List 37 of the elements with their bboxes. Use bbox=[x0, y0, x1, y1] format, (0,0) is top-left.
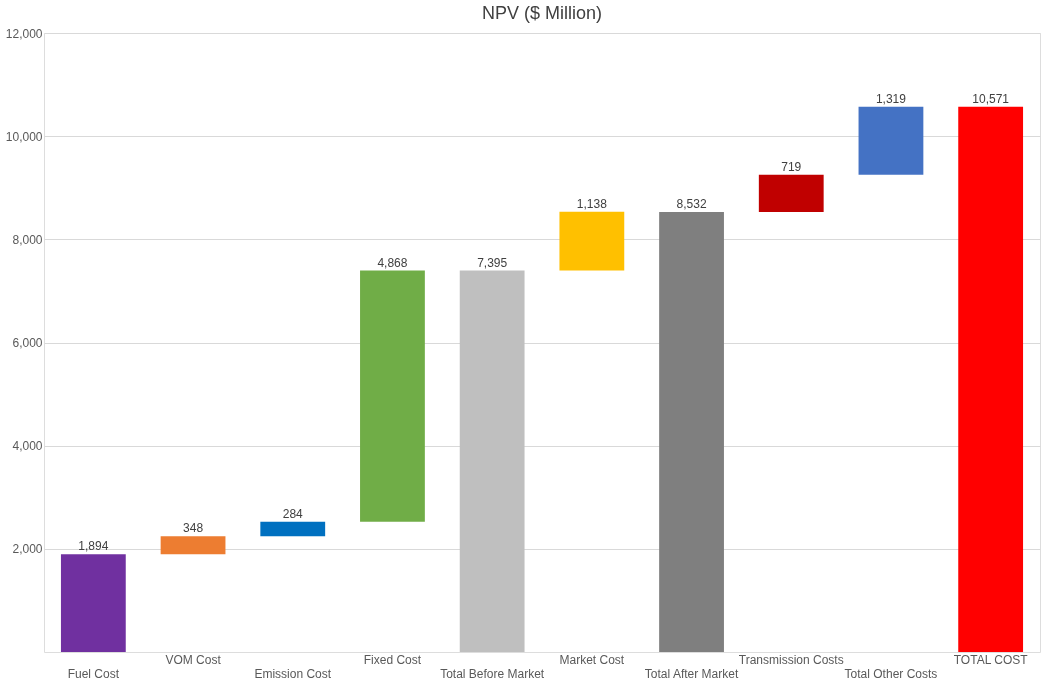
y-tick-label: 6,000 bbox=[12, 336, 43, 350]
x-tick-label: Fixed Cost bbox=[363, 652, 422, 667]
data-label: 1,319 bbox=[875, 91, 907, 106]
bar bbox=[360, 270, 425, 522]
y-tick-label: 4,000 bbox=[12, 439, 43, 454]
y-tick-label: 8,000 bbox=[12, 232, 43, 247]
data-label: 8,532 bbox=[676, 196, 707, 211]
x-tick-label: Fuel Cost bbox=[67, 666, 120, 681]
bar bbox=[160, 536, 226, 555]
bar bbox=[459, 270, 525, 652]
data-label: 284 bbox=[282, 506, 304, 521]
bar bbox=[559, 211, 625, 271]
data-label: 4,868 bbox=[377, 255, 408, 270]
x-tick-label: Total Before Market bbox=[440, 666, 545, 681]
bar bbox=[858, 106, 924, 175]
bar bbox=[958, 106, 1024, 652]
data-label: 1,894 bbox=[78, 539, 109, 554]
data-label: 348 bbox=[183, 521, 204, 536]
data-label: 719 bbox=[781, 159, 802, 174]
x-tick-label: Market Cost bbox=[559, 652, 625, 667]
bar bbox=[260, 521, 326, 537]
chart-title: NPV ($ Million) bbox=[481, 3, 603, 23]
x-tick-label: TOTAL COST bbox=[953, 652, 1029, 667]
y-tick-label: 2,000 bbox=[12, 542, 43, 557]
bar bbox=[60, 554, 126, 652]
x-tick-label: Total After Market bbox=[644, 666, 739, 681]
data-label: 1,138 bbox=[576, 196, 608, 211]
y-tick-label: 10,000 bbox=[5, 129, 43, 144]
data-label: 7,395 bbox=[477, 255, 508, 270]
data-label: 10,571 bbox=[972, 91, 1010, 106]
y-tick-label: 12,000 bbox=[5, 26, 43, 41]
x-tick-label: Emission Cost bbox=[254, 666, 332, 681]
bar bbox=[758, 174, 824, 212]
x-tick-label: VOM Cost bbox=[165, 652, 222, 667]
bar bbox=[659, 211, 724, 652]
x-tick-label: Total Other Costs bbox=[844, 666, 938, 681]
x-tick-label: Transmission Costs bbox=[738, 652, 844, 667]
